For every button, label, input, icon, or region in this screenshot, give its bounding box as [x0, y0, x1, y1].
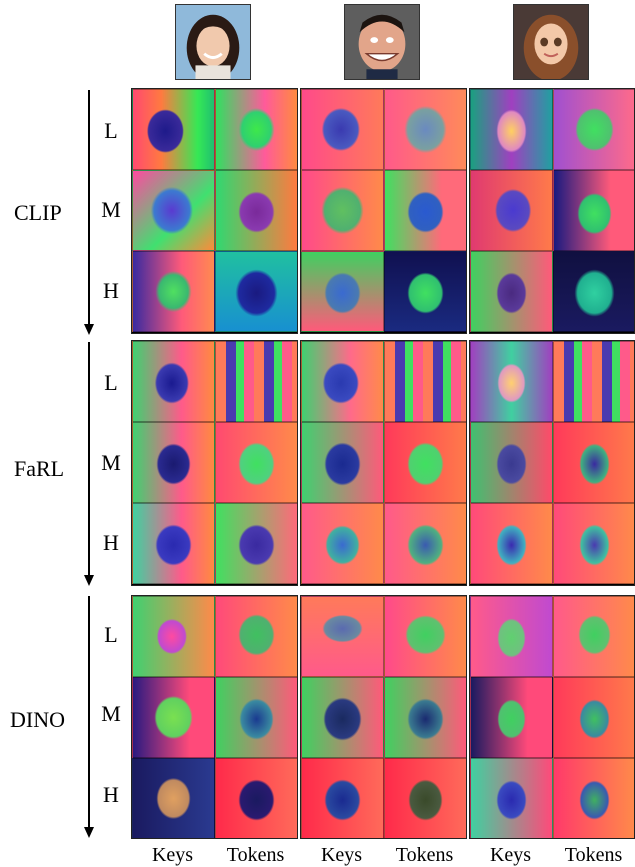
map-farl-L-tokens-face3: [553, 341, 634, 422]
reference-photo-caricature-man: [344, 4, 420, 80]
arrow-shaft-dino: [88, 596, 90, 829]
column-label-tokens-face2: Tokens: [395, 844, 454, 866]
map-dino-H-keys-face1: [132, 758, 215, 838]
map-clip-H-keys-face1: [132, 251, 215, 332]
panel-farl-face3: [469, 340, 635, 586]
map-dino-H-tokens-face2: [384, 758, 466, 838]
map-dino-L-tokens-face3: [553, 596, 634, 677]
row-label-clip: CLIP: [14, 200, 62, 225]
map-clip-M-keys-face2: [301, 170, 384, 251]
column-label-keys-face3: Keys: [489, 844, 532, 866]
panel-clip-face2: [300, 88, 467, 334]
level-label-farl-mid: M: [101, 450, 121, 475]
map-clip-H-tokens-face3: [553, 251, 634, 332]
arrow-shaft-farl: [88, 342, 90, 577]
map-clip-H-tokens-face2: [384, 251, 466, 332]
map-farl-M-keys-face1: [132, 422, 215, 503]
map-dino-L-keys-face1: [132, 596, 215, 677]
arrow-shaft-clip: [88, 90, 90, 326]
map-dino-L-keys-face3: [470, 596, 553, 677]
map-farl-H-keys-face1: [132, 503, 215, 584]
map-clip-M-tokens-face1: [215, 170, 297, 251]
map-dino-M-tokens-face1: [215, 677, 297, 758]
reference-photo-cartoon-woman: [513, 4, 589, 80]
map-clip-L-tokens-face2: [384, 89, 466, 170]
row-label-dino: DINO: [10, 707, 65, 732]
map-dino-H-keys-face2: [301, 758, 384, 838]
map-farl-L-keys-face2: [301, 341, 384, 422]
map-farl-L-tokens-face1: [215, 341, 297, 422]
map-clip-M-keys-face3: [470, 170, 553, 251]
column-label-tokens-face1: Tokens: [226, 844, 285, 866]
map-farl-H-keys-face2: [301, 503, 384, 584]
map-farl-M-tokens-face2: [384, 422, 466, 503]
arrow-head-dino: [84, 827, 94, 838]
level-label-clip-high: H: [103, 278, 119, 303]
panel-dino-face2: [300, 595, 467, 839]
map-farl-L-keys-face1: [132, 341, 215, 422]
map-farl-M-keys-face3: [470, 422, 553, 503]
map-farl-M-tokens-face3: [553, 422, 634, 503]
level-label-farl-low: L: [104, 370, 118, 395]
map-clip-H-tokens-face1: [215, 251, 297, 332]
map-clip-H-keys-face3: [470, 251, 553, 332]
map-clip-L-keys-face3: [470, 89, 553, 170]
map-clip-L-tokens-face1: [215, 89, 297, 170]
column-label-keys-face2: Keys: [320, 844, 363, 866]
map-farl-H-tokens-face1: [215, 503, 297, 584]
map-clip-L-keys-face1: [132, 89, 215, 170]
level-label-dino-low: L: [104, 622, 118, 647]
panel-farl-face2: [300, 340, 467, 586]
arrow-head-farl: [84, 575, 94, 586]
map-farl-H-tokens-face2: [384, 503, 466, 584]
map-dino-M-keys-face3: [470, 677, 553, 758]
panel-clip-face1: [131, 88, 298, 334]
level-label-clip-mid: M: [101, 197, 121, 222]
map-dino-M-keys-face2: [301, 677, 384, 758]
map-farl-L-tokens-face2: [384, 341, 466, 422]
map-dino-L-keys-face2: [301, 596, 384, 677]
level-label-dino-mid: M: [101, 701, 121, 726]
column-label-tokens-face3: Tokens: [564, 844, 623, 866]
map-dino-H-keys-face3: [470, 758, 553, 838]
map-farl-H-tokens-face3: [553, 503, 634, 584]
panel-dino-face3: [469, 595, 635, 839]
column-label-keys-face1: Keys: [151, 844, 194, 866]
map-dino-L-tokens-face2: [384, 596, 466, 677]
map-farl-M-keys-face2: [301, 422, 384, 503]
map-farl-M-tokens-face1: [215, 422, 297, 503]
map-farl-L-keys-face3: [470, 341, 553, 422]
map-clip-L-tokens-face3: [553, 89, 634, 170]
panel-dino-face1: [131, 595, 298, 839]
map-dino-H-tokens-face1: [215, 758, 297, 838]
reference-photo-real-woman: [175, 4, 251, 80]
map-dino-H-tokens-face3: [553, 758, 634, 838]
map-dino-L-tokens-face1: [215, 596, 297, 677]
map-clip-M-tokens-face3: [553, 170, 634, 251]
level-label-farl-high: H: [103, 530, 119, 555]
map-clip-H-keys-face2: [301, 251, 384, 332]
map-farl-H-keys-face3: [470, 503, 553, 584]
level-label-clip-low: L: [104, 118, 118, 143]
arrow-head-clip: [84, 324, 94, 335]
map-clip-M-keys-face1: [132, 170, 215, 251]
map-dino-M-keys-face1: [132, 677, 215, 758]
map-clip-L-keys-face2: [301, 89, 384, 170]
panel-farl-face1: [131, 340, 298, 586]
map-clip-M-tokens-face2: [384, 170, 466, 251]
level-label-dino-high: H: [103, 782, 119, 807]
panel-clip-face3: [469, 88, 635, 334]
map-dino-M-tokens-face3: [553, 677, 634, 758]
row-label-farl: FaRL: [14, 456, 65, 481]
map-dino-M-tokens-face2: [384, 677, 466, 758]
